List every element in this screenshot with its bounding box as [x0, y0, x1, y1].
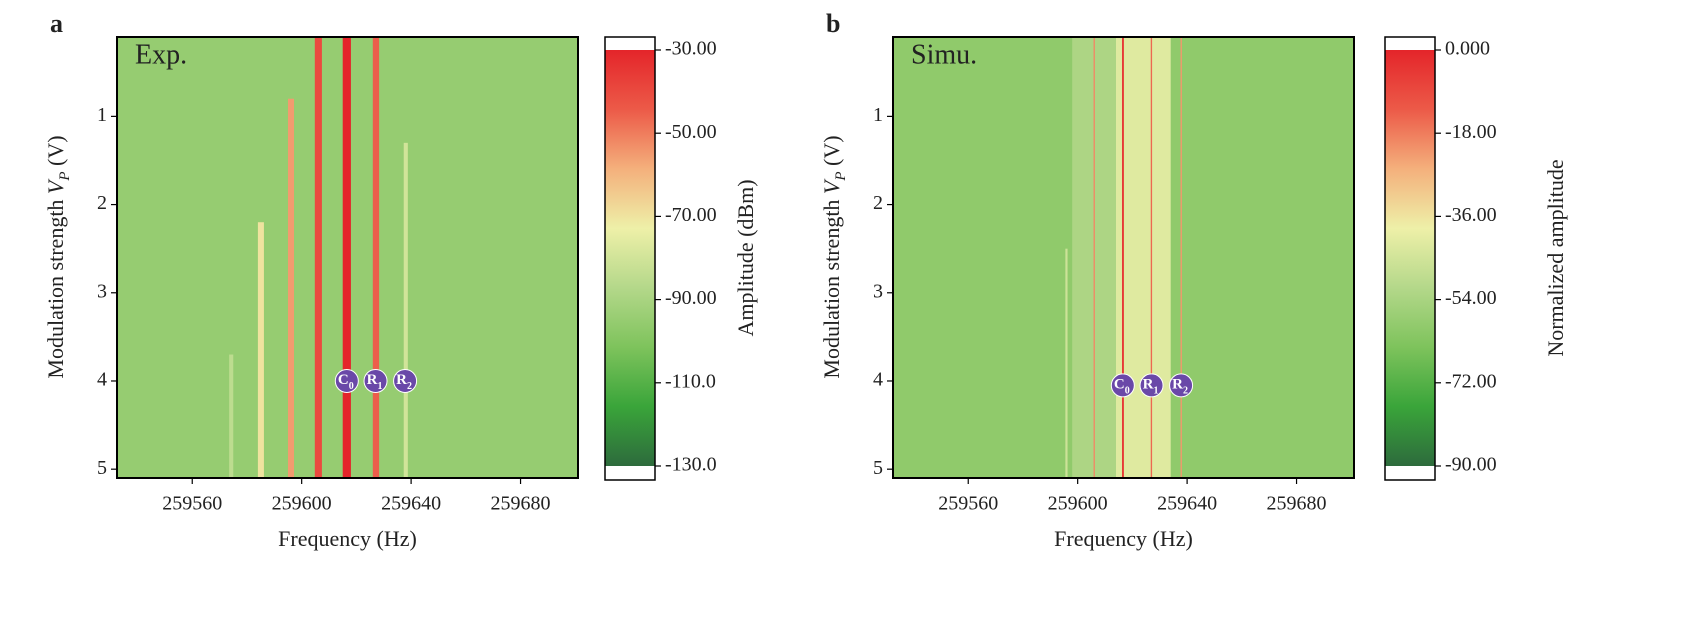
y-label-var: V	[819, 178, 844, 194]
y-tick-label: 4	[873, 369, 883, 391]
colorbar	[1385, 50, 1435, 466]
colorbar-tick-label: -36.00	[1445, 204, 1497, 226]
colorbar-tick-label: -90.00	[1445, 454, 1497, 476]
y-tick-label: 4	[97, 369, 107, 391]
colorbar-label: Amplitude (dBm)	[733, 179, 758, 336]
x-tick-label: 259640	[381, 493, 441, 515]
y-label-text: Modulation strength	[819, 194, 844, 379]
y-tick-label: 2	[873, 192, 883, 214]
colorbar-frame	[1384, 36, 1436, 481]
x-tick-label: 259560	[938, 493, 998, 515]
heatmap-region	[1093, 37, 1095, 478]
heatmap-region	[1180, 37, 1182, 478]
y-axis-label: Modulation strength VP (V)	[819, 135, 849, 378]
y-tick-label: 3	[97, 280, 107, 302]
annotation: Simu.	[911, 39, 977, 70]
colorbar-tick-label: -50.00	[665, 121, 717, 143]
marker-label: R2	[1172, 377, 1188, 396]
heatmap-region	[287, 98, 295, 479]
colorbar-tick-label: -130.0	[665, 454, 717, 476]
colorbar-tick-label: 0.000	[1445, 38, 1490, 60]
annotation: Exp.	[135, 39, 187, 70]
heatmap-region	[403, 142, 408, 478]
marker-sub: 2	[407, 381, 412, 392]
colorbar	[605, 50, 655, 466]
marker-badge	[393, 368, 418, 393]
heatmap-region	[257, 222, 264, 478]
heatmap-region	[229, 354, 234, 478]
y-label-text: Modulation strength	[43, 194, 68, 379]
panel-label: a	[50, 9, 63, 38]
y-tick-label: 5	[97, 457, 107, 479]
y-tick-label: 5	[873, 457, 883, 479]
y-label-sub: P	[57, 171, 73, 181]
plot-frame	[116, 36, 579, 479]
marker-letter: R	[396, 372, 407, 388]
marker-label: R2	[396, 372, 412, 391]
x-tick-label: 259600	[272, 493, 332, 515]
colorbar-tick-label: -72.00	[1445, 370, 1497, 392]
heatmap-region	[1150, 37, 1153, 478]
colorbar-tick-label: -110.0	[665, 370, 716, 392]
colorbar-label: Normalized amplitude	[1543, 159, 1568, 356]
marker-sub: 0	[349, 381, 354, 392]
x-tick-label: 259600	[1048, 493, 1108, 515]
marker-sub: 0	[1125, 385, 1130, 396]
y-label-var: V	[43, 178, 68, 194]
marker-sub: 1	[377, 381, 382, 392]
y-label-unit: (V)	[819, 135, 844, 171]
marker-badge	[1110, 373, 1135, 398]
marker-sub: 1	[1153, 385, 1158, 396]
heatmap-region	[1115, 37, 1171, 478]
y-tick-label: 1	[97, 104, 107, 126]
x-tick-label: 259560	[162, 493, 222, 515]
x-tick-label: 259680	[491, 493, 551, 515]
marker-letter: C	[338, 372, 349, 388]
marker-label: C0	[338, 372, 354, 391]
heatmap-region	[1121, 37, 1124, 478]
y-tick-label: 2	[97, 192, 107, 214]
marker-letter: R	[367, 372, 378, 388]
marker-badge	[363, 368, 388, 393]
marker-badge	[334, 368, 359, 393]
y-label-unit: (V)	[43, 135, 68, 171]
y-tick-label: 1	[873, 104, 883, 126]
heatmap-region	[1065, 248, 1068, 478]
colorbar-tick-label: -90.00	[665, 287, 717, 309]
marker-letter: R	[1172, 377, 1183, 393]
heatmap-region	[372, 37, 380, 478]
colorbar-tick-label: -54.00	[1445, 287, 1497, 309]
marker-letter: R	[1143, 377, 1154, 393]
marker-letter: C	[1114, 377, 1125, 393]
heatmap-region	[342, 37, 351, 478]
colorbar-tick-label: -18.00	[1445, 121, 1497, 143]
marker-label: R1	[1143, 377, 1159, 396]
x-axis-label: Frequency (Hz)	[1054, 526, 1193, 551]
panel-label: b	[826, 9, 840, 38]
x-tick-label: 259640	[1157, 493, 1217, 515]
marker-badge	[1139, 373, 1164, 398]
colorbar-frame	[604, 36, 656, 481]
marker-sub: 2	[1183, 385, 1188, 396]
x-tick-label: 259680	[1267, 493, 1327, 515]
y-axis-label: Modulation strength VP (V)	[43, 135, 73, 378]
heatmap-region	[314, 37, 322, 478]
plot-frame	[892, 36, 1355, 479]
marker-label: C0	[1114, 377, 1130, 396]
y-tick-label: 3	[873, 280, 883, 302]
y-label-sub: P	[833, 171, 849, 181]
marker-label: R1	[367, 372, 383, 391]
colorbar-tick-label: -70.00	[665, 204, 717, 226]
x-axis-label: Frequency (Hz)	[278, 526, 417, 551]
marker-badge	[1169, 373, 1194, 398]
colorbar-tick-label: -30.00	[665, 38, 717, 60]
